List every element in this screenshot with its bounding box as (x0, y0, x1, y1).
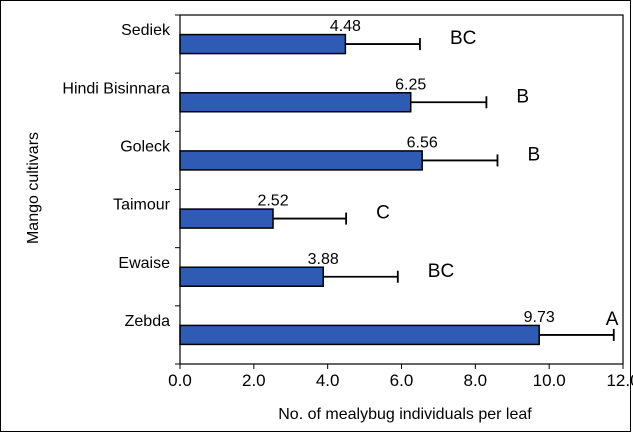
significance-letter: B (527, 144, 540, 165)
plot-area: 0.02.04.06.08.010.012.04.48SediekBC6.25H… (62, 14, 633, 390)
significance-letter: B (516, 86, 529, 107)
category-label: Taimour (113, 197, 171, 214)
data-label: 6.56 (407, 134, 438, 151)
bar (179, 266, 324, 287)
x-tick-label: 2.0 (242, 371, 266, 390)
category-label: Hindi Bisinnara (62, 80, 170, 97)
significance-letter: A (606, 309, 619, 330)
plot-border (179, 14, 624, 365)
bar (179, 92, 412, 113)
category-label: Zebda (125, 313, 170, 330)
category-label: Sediek (121, 22, 171, 39)
x-tick-label: 0.0 (168, 371, 192, 390)
significance-letter: BC (450, 28, 476, 49)
bar (179, 208, 274, 229)
bar (179, 324, 540, 346)
category-label: Ewaise (118, 255, 170, 272)
category-label: Goleck (120, 138, 171, 155)
bar (179, 33, 347, 55)
x-tick-label: 12.0 (606, 371, 633, 390)
x-tick-label: 4.0 (316, 371, 340, 390)
data-label: 2.52 (257, 193, 288, 210)
data-label: 4.48 (330, 18, 361, 35)
data-label: 9.73 (524, 309, 555, 326)
x-axis-title: No. of mealybug individuals per leaf (278, 406, 532, 423)
x-tick-label: 10.0 (533, 371, 566, 390)
significance-letter: C (376, 203, 390, 224)
x-tick-label: 8.0 (464, 371, 488, 390)
significance-letter: BC (428, 261, 454, 282)
y-axis-title: Mango cultivars (25, 132, 42, 244)
data-label: 6.25 (395, 76, 426, 93)
bar (179, 150, 423, 171)
data-label: 3.88 (308, 251, 339, 268)
x-tick-label: 6.0 (390, 371, 414, 390)
